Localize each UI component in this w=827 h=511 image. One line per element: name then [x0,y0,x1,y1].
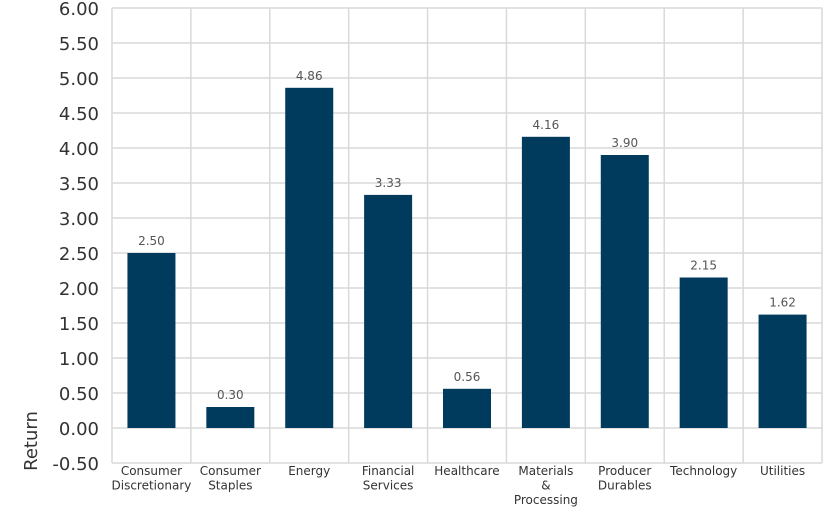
y-tick-label: 0.50 [59,384,99,405]
y-tick-label: 0.00 [59,419,99,440]
bar [758,314,807,428]
y-axis-ticks: -0.50 0.00 0.50 1.00 1.50 2.00 2.50 3.00 3.50 4.0… [52,0,99,475]
x-tick-label: Consumer Staples [200,464,261,493]
bars [127,87,807,429]
y-tick-label: 6.00 [59,0,99,20]
bar-value-label: 4.16 [533,118,560,132]
value-labels: 2.50 0.30 4.86 3.33 0.56 4.16 3.90 2.15 1.62 [138,69,796,402]
bar-value-label: 0.56 [454,370,481,384]
y-tick-label: -0.50 [52,454,99,475]
bar [600,155,649,428]
x-tick-label: Financial Services [362,464,415,493]
x-tick-label: Healthcare [434,464,499,478]
x-tick-label: Utilities [760,464,805,478]
x-tick-label: Producer Durables [598,464,652,493]
bar [443,388,491,428]
y-tick-label: 5.00 [59,69,99,90]
bar-value-label: 2.50 [138,234,165,248]
y-tick-label: 2.50 [59,244,99,265]
y-tick-label: 4.00 [59,139,99,160]
x-tick-label: Materials & Processing [514,464,578,507]
bar [521,136,570,429]
y-tick-label: 1.00 [59,349,99,370]
y-tick-label: 3.50 [59,174,99,195]
y-axis-label: Return [21,411,42,471]
bar-value-label: 2.15 [690,259,717,273]
bar-value-label: 1.62 [769,296,796,310]
x-tick-label: Energy [288,464,330,478]
grid-lines [111,7,823,464]
y-tick-label: 2.00 [59,279,99,300]
y-tick-label: 5.50 [59,34,99,55]
bar [206,407,255,428]
x-tick-label: Technology [669,464,737,478]
bar-value-label: 3.90 [611,136,638,150]
x-axis-ticks: Consumer Discretionary Consumer Staples Ener… [112,464,806,507]
bar [127,253,176,428]
y-tick-label: 3.00 [59,209,99,230]
bar [364,194,413,428]
bar [285,87,334,429]
bar-value-label: 4.86 [296,69,323,83]
y-tick-label: 1.50 [59,314,99,335]
bar [679,277,728,428]
bar-value-label: 3.33 [375,176,402,190]
x-tick-label: Consumer Discretionary [112,464,192,493]
bar-value-label: 0.30 [217,388,244,402]
y-tick-label: 4.50 [59,104,99,125]
